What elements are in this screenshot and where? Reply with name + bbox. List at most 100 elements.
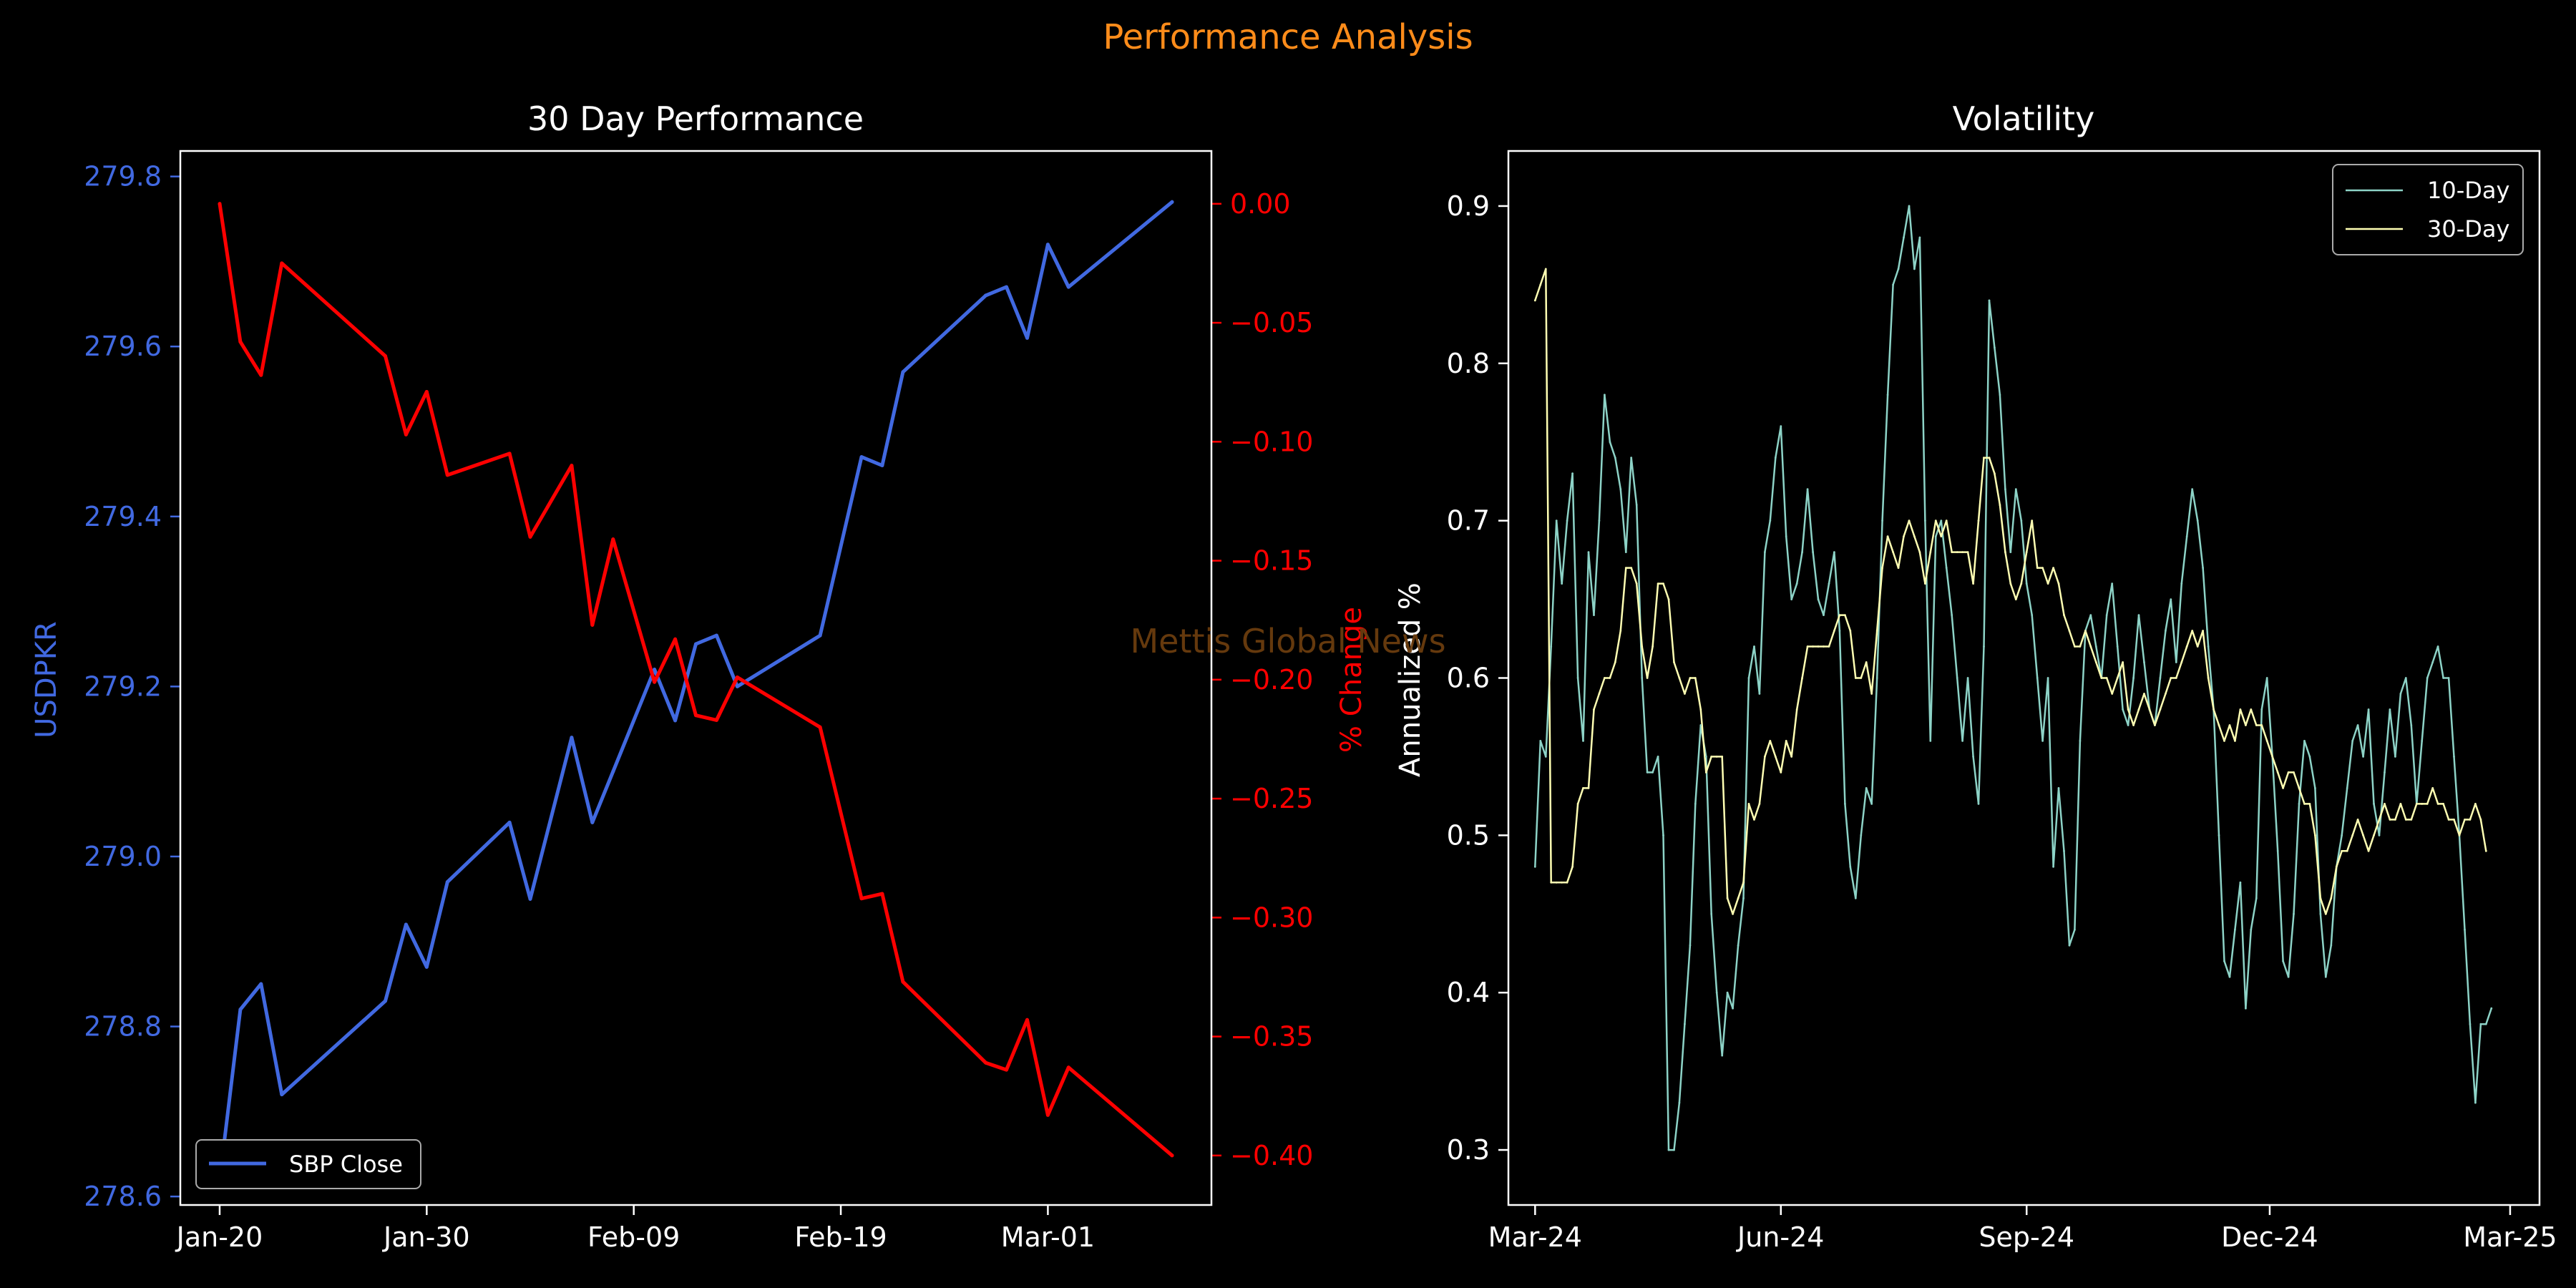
30-day-point-19	[1635, 582, 1638, 585]
vol-y-tick-label-0-8: 0.8	[1447, 348, 1490, 379]
30-day-point-128	[2218, 724, 2220, 726]
30-day-point-144	[2303, 803, 2306, 805]
change-point-3	[280, 261, 284, 265]
30-day-point-43	[1764, 756, 1766, 758]
30-day-point-154	[2356, 819, 2359, 821]
pct-change-y-ticks: 0.00 −0.05 −0.10 −0.15 −0.20 −0.25 −0.30 −0.35 −…	[1211, 188, 1313, 1171]
10-day-point-133	[2245, 1007, 2247, 1010]
10-day-point-89	[2009, 551, 2012, 553]
10-day-point-124	[2196, 519, 2199, 522]
30-day-point-165	[2415, 803, 2418, 805]
10-day-point-70	[1908, 205, 1911, 208]
10-day-point-178	[2484, 1023, 2487, 1025]
10-day-point-96	[2046, 677, 2049, 679]
10-day-point-72	[1918, 236, 1921, 239]
performance-legend: SBP Close	[195, 1139, 421, 1189]
30-day-point-150	[2335, 865, 2338, 868]
10-day-point-48	[1790, 598, 1793, 600]
10-day-point-49	[1795, 582, 1798, 585]
change-point-23	[1005, 1068, 1008, 1072]
30-day-point-118	[2165, 693, 2167, 695]
30-day-point-32	[1704, 771, 1707, 774]
30-day-point-87	[1999, 504, 2001, 507]
30-day-point-166	[2421, 803, 2424, 805]
30-day-point-141	[2287, 771, 2290, 774]
vol-x-tick-label-mar-24: Mar-24	[1488, 1221, 1582, 1253]
sbp-close-point-2	[259, 982, 263, 986]
10-day-point-93	[2031, 614, 2034, 616]
change-point-13	[653, 680, 657, 684]
sbp-close-point-18	[818, 633, 822, 638]
10-day-point-176	[2474, 1101, 2477, 1104]
10-day-point-117	[2159, 677, 2162, 679]
10-day-point-73	[1924, 519, 1926, 522]
10-day-point-112	[2132, 677, 2135, 679]
10-day-point-62	[1865, 787, 1868, 789]
10-day-point-122	[2185, 535, 2188, 537]
10-day-point-4	[1555, 519, 1558, 522]
y2-tick-label-0-00: 0.00	[1230, 188, 1291, 220]
10-day-point-27	[1678, 1101, 1681, 1104]
vol-x-tick-label-jun-24: Jun-24	[1736, 1221, 1824, 1253]
x-tick-label-mar-01: Mar-01	[1001, 1221, 1095, 1253]
10-day-point-59	[1849, 865, 1852, 868]
10-day-point-111	[2127, 724, 2129, 726]
10-day-point-79	[1956, 677, 1958, 679]
10-day-point-43	[1764, 551, 1766, 553]
30-day-point-161	[2394, 819, 2396, 821]
10-day-point-19	[1635, 504, 1638, 507]
volatility-plot-frame	[1507, 150, 2541, 1206]
sbp-close-point-25	[1045, 243, 1050, 247]
30-day-point-164	[2410, 819, 2413, 821]
change-point-11	[590, 623, 595, 627]
30-day-point-116	[2154, 724, 2156, 726]
30-day-point-41	[1753, 819, 1755, 821]
30-day-point-84	[1983, 457, 1985, 459]
10-day-point-42	[1758, 693, 1761, 695]
30-day-point-100	[2068, 630, 2071, 632]
30-day-point-140	[2282, 787, 2285, 789]
performance-plot-frame	[179, 150, 1213, 1206]
30-day-point-113	[2137, 708, 2140, 711]
30-day-point-37	[1732, 912, 1735, 915]
10-day-point-64	[1875, 677, 1878, 679]
y2-tick-label-0-25: −0.25	[1230, 783, 1313, 814]
30-day-point-35	[1721, 756, 1724, 758]
vol-10-day-line	[1534, 205, 2492, 1151]
change-point-25	[1045, 1113, 1050, 1117]
30-day-point-7	[1571, 865, 1574, 868]
30-day-point-9	[1582, 787, 1584, 789]
10-day-point-58	[1844, 803, 1846, 805]
change-point-1	[238, 340, 243, 344]
10-day-point-32	[1704, 756, 1707, 758]
10-day-point-161	[2394, 756, 2396, 758]
30-day-point-143	[2298, 787, 2301, 789]
sbp-close-point-15	[694, 642, 698, 646]
y-tick-label-278-6: 278.6	[84, 1181, 162, 1212]
30-day-point-158	[2378, 819, 2381, 821]
y-tick-label-279-2: 279.2	[84, 670, 162, 702]
30-day-point-73	[1924, 582, 1926, 585]
10-day-point-114	[2143, 661, 2145, 663]
30-day-point-107	[2105, 677, 2108, 679]
10-day-point-1	[1539, 740, 1542, 742]
30-day-point-136	[2260, 724, 2263, 726]
10-day-point-57	[1838, 630, 1841, 632]
10-day-point-69	[1903, 236, 1905, 239]
30-day-point-56	[1833, 630, 1835, 632]
10-day-point-88	[2004, 488, 2006, 491]
30-day-point-50	[1801, 677, 1804, 679]
change-point-24	[1025, 1018, 1029, 1022]
30-day-point-108	[2111, 693, 2114, 695]
30-day-point-159	[2384, 803, 2386, 805]
change-point-9	[528, 535, 532, 539]
30-day-point-169	[2436, 803, 2439, 805]
10-day-point-153	[2351, 740, 2354, 742]
10-day-point-41	[1753, 645, 1755, 648]
vol-30-day-legend-label: 30-Day	[2427, 215, 2509, 243]
30-day-point-157	[2373, 834, 2375, 836]
10-day-point-101	[2074, 928, 2076, 931]
30-day-point-95	[2041, 567, 2044, 569]
10-day-point-108	[2111, 582, 2114, 585]
30-day-point-174	[2464, 819, 2466, 821]
